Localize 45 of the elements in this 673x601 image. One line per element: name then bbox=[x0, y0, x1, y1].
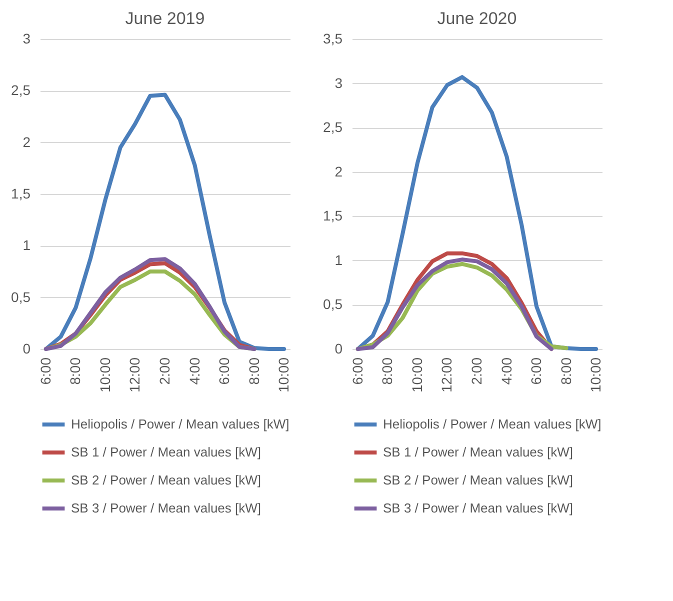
y-tick-label: 0,5 bbox=[11, 288, 31, 305]
x-tick-label: 8:00 bbox=[379, 357, 396, 385]
x-tick-label: 12:00 bbox=[126, 357, 143, 393]
legend-label: SB 1 / Power / Mean values [kW] bbox=[383, 444, 574, 460]
x-tick-label: 6:00 bbox=[349, 357, 366, 385]
legend-label: Heliopolis / Power / Mean values [kW] bbox=[71, 416, 290, 432]
legend-label: SB 2 / Power / Mean values [kW] bbox=[71, 472, 262, 488]
x-tick-label: 6:00 bbox=[37, 357, 54, 385]
y-tick-label: 3 bbox=[22, 30, 31, 46]
chart-title: June 2020 bbox=[437, 9, 517, 28]
y-tick-label: 1,5 bbox=[11, 186, 31, 202]
x-tick-label: 10:00 bbox=[408, 357, 425, 393]
x-tick-label: 8:00 bbox=[558, 357, 574, 385]
y-tick-label: 3 bbox=[334, 74, 343, 91]
legend-label: Heliopolis / Power / Mean values [kW] bbox=[383, 416, 602, 432]
y-tick-label: 1 bbox=[22, 237, 31, 254]
y-tick-label: 2,5 bbox=[11, 82, 31, 98]
x-tick-label: 10:00 bbox=[96, 357, 113, 393]
chart-title: June 2019 bbox=[125, 9, 205, 28]
line-series bbox=[44, 92, 286, 351]
x-tick-label: 4:00 bbox=[186, 357, 202, 385]
legend-label: SB 2 / Power / Mean values [kW] bbox=[383, 472, 574, 488]
y-tick-label: 2,5 bbox=[323, 119, 343, 136]
y-tick-label: 1 bbox=[334, 252, 343, 268]
x-tick-label: 8:00 bbox=[67, 357, 84, 385]
y-tick-label: 3,5 bbox=[323, 30, 343, 46]
x-tick-label: 2:00 bbox=[468, 357, 484, 385]
y-tick-label: 1,5 bbox=[323, 208, 343, 224]
y-tick-label: 2 bbox=[22, 134, 31, 150]
x-tick-label: 2:00 bbox=[156, 357, 172, 385]
x-tick-label: 12:00 bbox=[438, 357, 455, 393]
x-tick-label: 10:00 bbox=[276, 357, 292, 393]
legend-label: SB 3 / Power / Mean values [kW] bbox=[383, 500, 574, 516]
legend-label: SB 3 / Power / Mean values [kW] bbox=[71, 500, 262, 516]
x-tick-label: 10:00 bbox=[588, 357, 604, 393]
y-tick-label: 2 bbox=[334, 163, 343, 180]
y-tick-label: 0 bbox=[334, 340, 343, 356]
y-tick-label: 0 bbox=[22, 340, 31, 356]
y-tick-label: 0,5 bbox=[323, 296, 343, 312]
line-series bbox=[356, 75, 598, 351]
x-tick-label: 6:00 bbox=[528, 357, 544, 385]
legend-label: SB 1 / Power / Mean values [kW] bbox=[71, 444, 262, 460]
x-tick-label: 8:00 bbox=[246, 357, 262, 385]
x-tick-label: 4:00 bbox=[498, 357, 514, 385]
x-tick-label: 6:00 bbox=[216, 357, 232, 385]
